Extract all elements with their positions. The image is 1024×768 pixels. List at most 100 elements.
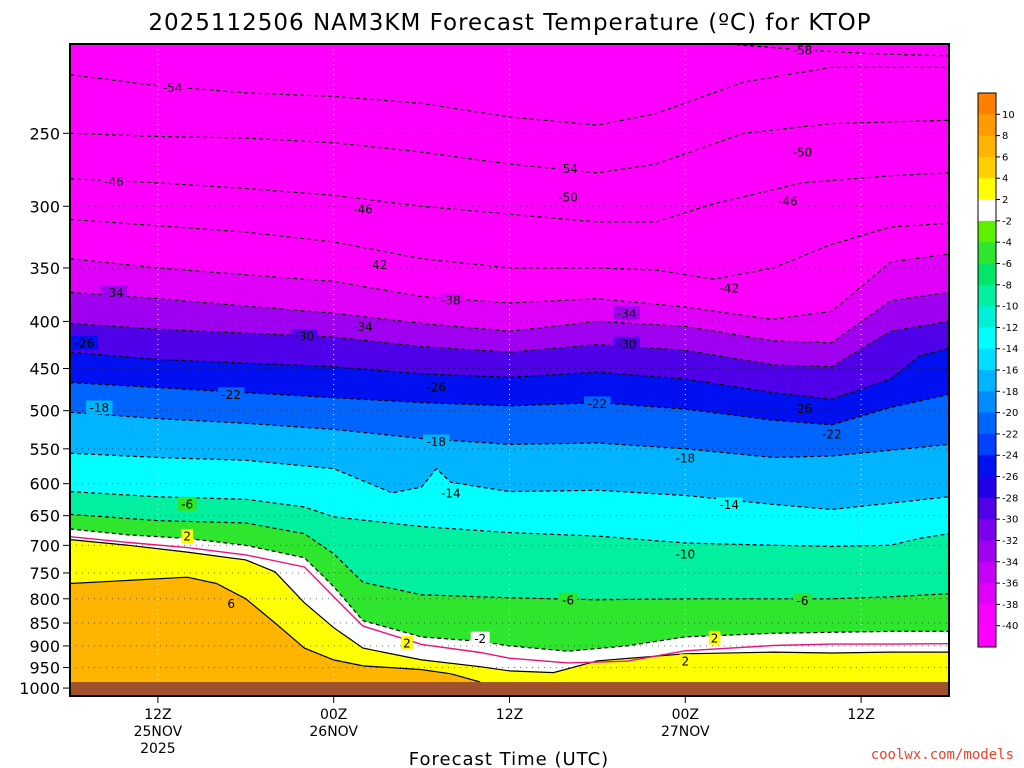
y-tick-label: 700 xyxy=(29,536,60,555)
colorbar-tick-label: -26 xyxy=(1002,472,1018,483)
isotherm-label: -22 xyxy=(822,428,842,442)
colorbar-tick-label: -10 xyxy=(1002,302,1018,313)
colorbar-tick-label: -28 xyxy=(1002,493,1018,504)
colorbar-swatch xyxy=(978,540,996,563)
isotherm-label: -50 xyxy=(558,190,578,204)
isotherm-label: -14 xyxy=(441,486,461,500)
isotherm-label-bg xyxy=(789,401,816,416)
isotherm-label-bg xyxy=(708,630,721,645)
y-tick-label: 400 xyxy=(29,312,60,331)
isotherm-label-bg xyxy=(672,546,699,561)
y-tick-label: 850 xyxy=(29,614,60,633)
isotherm-line xyxy=(70,539,949,674)
isotherm-label: -26 xyxy=(793,402,813,416)
isotherm-label: -26 xyxy=(426,380,446,394)
isotherm-label-bg xyxy=(716,497,743,512)
isotherm-line xyxy=(70,513,949,601)
isotherm-line xyxy=(70,253,949,321)
colorbar-tick-label: -30 xyxy=(1002,515,1018,526)
isotherm-line xyxy=(70,66,949,126)
isotherm-label: -50 xyxy=(793,146,813,160)
isotherm-label: -30 xyxy=(617,337,637,351)
x-tick-label: 12Z xyxy=(496,707,523,723)
isotherm-label: -38 xyxy=(441,293,461,307)
plot-area: -58 -54 -54 -50 -50 -46 -46 -46 -42 -42 -38 -34 -34 -… xyxy=(70,43,949,696)
colorbar-tick-label: -38 xyxy=(1002,600,1018,611)
y-tick-label: 1000 xyxy=(19,679,60,698)
y-tick-label: 550 xyxy=(29,440,60,459)
isotherm-label: -18 xyxy=(426,435,446,449)
isotherm-label: -2 xyxy=(474,632,486,646)
x-tick-label: 00Z xyxy=(672,707,699,723)
isotherm-label: -6 xyxy=(181,497,193,511)
isotherm-line xyxy=(70,119,949,174)
colorbar-swatch xyxy=(978,519,996,541)
isotherm-label-bg xyxy=(71,335,98,350)
colorbar-swatch xyxy=(978,348,996,371)
isotherm-label-bg xyxy=(470,631,490,646)
colorbar-tick-label: -4 xyxy=(1002,238,1012,249)
isotherm-label: -10 xyxy=(675,547,695,561)
isotherm-label-bg xyxy=(554,189,582,204)
colorbar-tick-label: -12 xyxy=(1002,323,1018,334)
colorbar-swatch xyxy=(978,242,996,264)
isotherm-line xyxy=(70,291,949,344)
isotherm-layer xyxy=(70,44,949,683)
isotherm-label: -34 xyxy=(617,307,637,321)
y-tick-label: 500 xyxy=(29,402,60,421)
colorbar-tick-label: -20 xyxy=(1002,408,1018,419)
isotherm-label: -58 xyxy=(793,43,813,57)
colorbar-swatch xyxy=(978,114,996,137)
colorbar-tick-label: 2 xyxy=(1002,195,1008,206)
isotherm-label: 2 xyxy=(711,631,719,645)
isotherm-label: -22 xyxy=(588,397,608,411)
colorbar-swatch xyxy=(978,561,996,584)
x-tick-label: 12Z xyxy=(847,707,874,723)
isotherm-label: -18 xyxy=(675,452,695,466)
colorbar-tick-label: -36 xyxy=(1002,579,1018,590)
isotherm-label: 2 xyxy=(681,655,689,669)
colorbar-tick-label: -32 xyxy=(1002,536,1018,547)
isotherm-line xyxy=(70,320,949,368)
isotherm-label-bg xyxy=(716,281,743,296)
colorbar-tick-label: -18 xyxy=(1002,387,1018,398)
isotherm-label: -6 xyxy=(797,594,809,608)
isotherm-line xyxy=(70,172,949,223)
isotherm-line xyxy=(70,218,949,280)
isotherm-line xyxy=(70,411,949,459)
isotherm-line xyxy=(70,347,949,400)
isotherm-label-bg xyxy=(437,485,465,500)
x-tick-label: 2025 xyxy=(140,741,176,757)
isotherm-label-bg xyxy=(558,592,578,607)
x-tick-label: 27NOV xyxy=(661,724,710,740)
y-axis: 250 300 350 400 450 500 550 600 650 700 750 800 850 9… xyxy=(19,124,70,698)
colorbar-tick-label: 4 xyxy=(1002,174,1008,185)
isotherm-line xyxy=(70,452,949,511)
isotherm-label: -6 xyxy=(562,593,574,607)
isotherm-label-bg xyxy=(613,336,640,351)
colorbar-tick-label: -16 xyxy=(1002,366,1018,377)
y-tick-label: 900 xyxy=(29,637,60,656)
isotherm-label: -46 xyxy=(104,175,124,189)
isotherm-label: -30 xyxy=(295,330,315,344)
colorbar-tick-label: -6 xyxy=(1002,259,1012,270)
colorbar-swatch xyxy=(978,370,996,392)
isotherm-label-bg xyxy=(423,434,450,449)
x-tick-label: 00Z xyxy=(320,707,347,723)
temperature-fill-layer xyxy=(70,44,949,696)
isotherm-label-bg xyxy=(793,593,812,608)
isotherm-label-bg xyxy=(100,174,128,189)
isotherm-label-bg xyxy=(217,387,245,402)
isotherm-label-bg xyxy=(672,451,699,466)
colorbar-swatch xyxy=(978,583,996,605)
isotherm-label: -26 xyxy=(75,336,95,350)
isotherm-label-bg xyxy=(437,292,465,307)
colorbar-swatch xyxy=(978,199,996,222)
colorbar-tick-label: 6 xyxy=(1002,152,1008,163)
y-tick-label: 750 xyxy=(29,564,60,583)
isotherm-label-layer: -58 -54 -54 -50 -50 -46 -46 -46 -42 -42 -38 -34 -34 -… xyxy=(71,43,846,669)
colorbar-swatch xyxy=(978,625,996,648)
isotherm-label-bg xyxy=(225,596,237,611)
isotherm-label-bg xyxy=(159,80,186,95)
isotherm-label: -22 xyxy=(221,388,241,402)
